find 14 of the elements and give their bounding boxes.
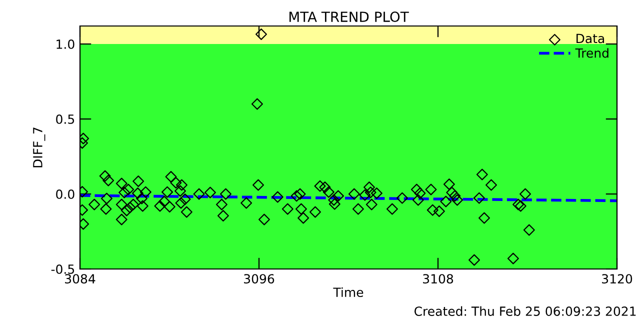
legend-label: Data [576,34,604,44]
y-tick-label: 0.0 [56,189,74,199]
text: Created: Thu Feb 25 06:09:23 2021 [414,306,636,316]
x-tick-label: 3084 [65,274,96,284]
x-tick-label: 3108 [423,274,454,284]
y-tick-label: -0.5 [51,264,74,274]
y-tick-label: 0.5 [56,114,74,124]
y-tick-label: 1.0 [56,39,74,49]
x-axis-title: Time [333,287,364,298]
legend-label: Trend [575,48,608,58]
chart-title: MTA TREND PLOT [289,12,409,22]
x-tick-label: 3120 [602,274,632,284]
y-axis-title: DIFF_7 [33,128,46,168]
x-tick-label: 3096 [244,274,274,284]
